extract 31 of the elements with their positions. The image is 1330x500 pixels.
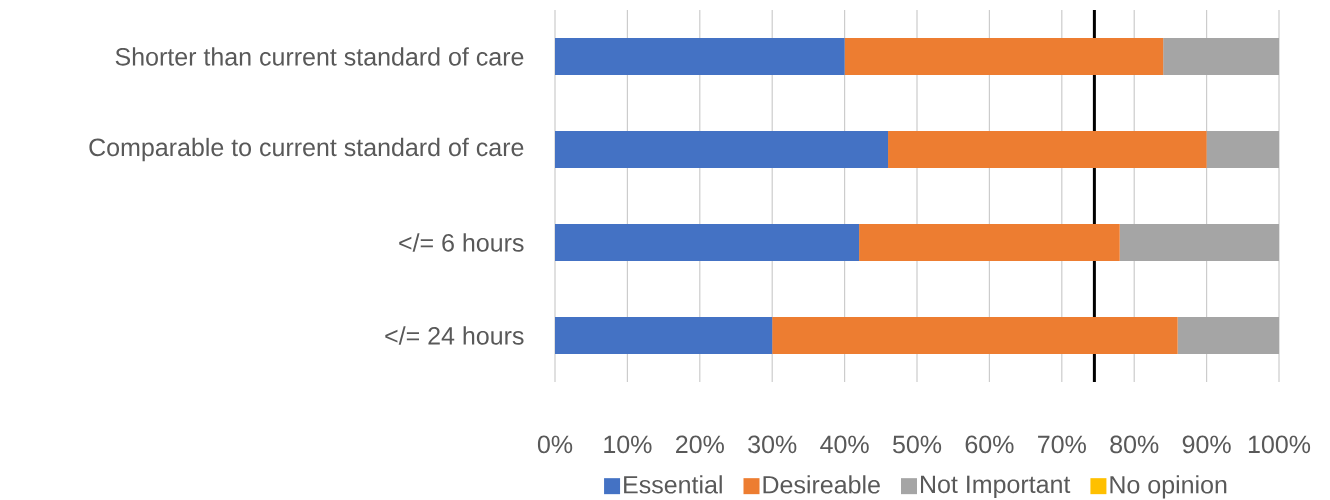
bar xyxy=(772,317,1178,354)
x-tick-label: 40% xyxy=(820,435,869,454)
legend-label: Not Important xyxy=(921,475,1071,499)
legend-label: Essential xyxy=(624,475,722,494)
x-tick-label: 60% xyxy=(965,435,1014,454)
x-tick-label: 30% xyxy=(748,435,797,454)
bar xyxy=(844,38,1164,75)
bar xyxy=(888,131,1207,168)
bar xyxy=(1177,317,1280,354)
y-tick-label: Comparable to current standard of care xyxy=(89,137,524,162)
bar xyxy=(859,224,1120,261)
x-tick-label: 70% xyxy=(1038,435,1086,454)
y-tick-label: </= 24 hours xyxy=(385,326,524,345)
bar xyxy=(555,38,845,75)
bar xyxy=(1119,224,1280,261)
bar xyxy=(555,131,889,168)
legend-label: No opinion xyxy=(1110,475,1227,499)
x-tick-label: 100% xyxy=(1248,435,1311,454)
legend-label: Desireable xyxy=(763,475,880,494)
y-tick-label: Shorter than current standard of care xyxy=(115,47,524,66)
x-tick-label: 90% xyxy=(1182,435,1231,454)
bar xyxy=(1206,131,1280,168)
x-tick-label: 50% xyxy=(892,435,942,454)
y-tick-label: </= 6 hours xyxy=(399,233,524,252)
bar xyxy=(555,224,860,261)
x-tick-label: 0% xyxy=(537,435,573,454)
x-tick-label: 10% xyxy=(604,435,652,454)
x-tick-label: 80% xyxy=(1110,435,1159,454)
bar xyxy=(1163,38,1280,75)
bar xyxy=(555,317,773,354)
x-tick-label: 20% xyxy=(676,435,724,454)
